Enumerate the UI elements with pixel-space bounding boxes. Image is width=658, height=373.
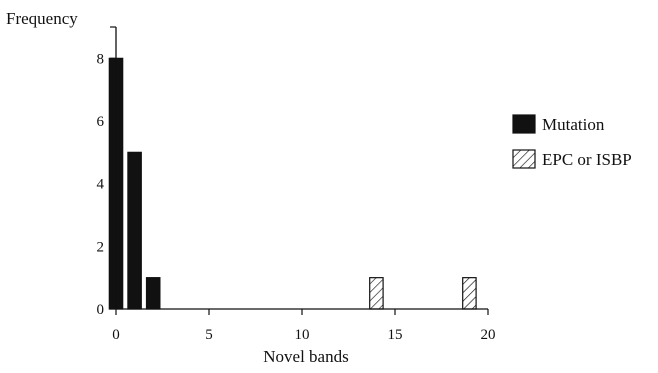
bar-epc-isbp: [369, 277, 384, 310]
x-tick-label: 0: [112, 327, 120, 343]
y-tick-label: 8: [97, 51, 105, 67]
x-tick-label: 5: [205, 327, 213, 343]
y-tick-label: 0: [97, 302, 105, 318]
legend-label: Mutation: [542, 115, 605, 134]
legend: Mutation EPC or ISBP: [512, 114, 632, 169]
x-tick-label: 15: [388, 327, 403, 343]
bars: [108, 57, 477, 310]
y-tick-label: 4: [97, 177, 105, 193]
x-tick-label: 20: [481, 327, 496, 343]
y-tick-label: 2: [97, 239, 105, 255]
y-tick-label: 6: [97, 114, 105, 130]
bar-epc-isbp: [462, 277, 477, 310]
legend-label: EPC or ISBP: [542, 150, 632, 169]
x-tick-label: 10: [295, 327, 310, 343]
bar-mutation: [127, 151, 142, 310]
x-axis-title: Novel bands: [263, 347, 348, 366]
legend-swatch-mutation: [512, 114, 536, 134]
x-axis-ticks: 0 5 10 15 20: [112, 309, 496, 343]
y-axis-title: Frequency: [6, 9, 78, 28]
legend-swatch-epc-isbp: [512, 149, 536, 169]
bar-mutation: [145, 277, 161, 310]
